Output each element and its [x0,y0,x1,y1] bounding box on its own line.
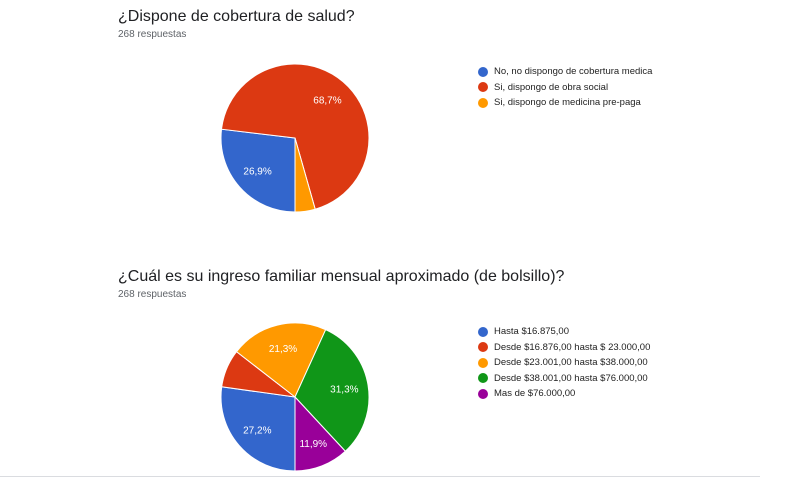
legend-label: Desde $23.001,00 hasta $38.000,00 [494,357,648,369]
pie-slice [220,386,296,472]
legend-swatch-icon [478,97,488,108]
legend-item: No, no dispongo de cobertura medica [478,64,652,80]
legend-item: Mas de $76.000,00 [478,386,650,402]
response-count: 268 respuestas [118,289,187,300]
legend-item: Desde $38.001,00 hasta $76.000,00 [478,371,650,387]
legend-item: Si, dispongo de obra social [478,80,652,96]
legend-swatch-icon [478,342,488,353]
legend-label: Mas de $76.000,00 [494,388,576,400]
chart-title: ¿Cuál es su ingreso familiar mensual apr… [118,268,565,285]
pie-chart-coverage: 26,9% 68,7% [220,63,370,213]
legend-coverage: No, no dispongo de cobertura medica Si, d… [478,64,652,111]
legend-income: Hasta $16.875,00 Desde $16.876,00 hasta $… [478,324,650,402]
pie-slice [220,63,370,210]
divider [0,476,760,477]
pie-slice [294,137,316,213]
legend-swatch-icon [478,326,488,337]
legend-swatch-icon [478,66,488,77]
legend-label: No, no dispongo de cobertura medica [494,66,653,78]
slice-data-label: 11,9% [299,439,327,450]
legend-swatch-icon [478,357,488,368]
slice-data-label: 68,7% [313,95,341,106]
legend-item: Desde $16.876,00 hasta $ 23.000,00 [478,340,650,356]
legend-swatch-icon [478,388,488,399]
legend-swatch-icon [478,82,488,93]
legend-item: Desde $23.001,00 hasta $38.000,00 [478,355,650,371]
pie-slice [220,128,296,213]
legend-label: Desde $38.001,00 hasta $76.000,00 [494,372,648,384]
legend-swatch-icon [478,373,488,384]
legend-item: Hasta $16.875,00 [478,324,650,340]
chart-title: ¿Dispone de cobertura de salud? [118,8,355,25]
chart-coverage: ¿Dispone de cobertura de salud? 268 resp… [118,8,652,213]
pie-slice [294,395,347,472]
legend-label: Si, dispongo de obra social [494,81,609,93]
chart-income: ¿Cuál es su ingreso familiar mensual apr… [0,260,794,478]
slice-data-label: 26,9% [243,167,271,178]
response-count: 268 respuestas [118,29,187,40]
pie-slice [294,328,370,452]
legend-label: Si, dispongo de medicina pre-paga [494,97,641,109]
slice-data-label: 31,3% [330,385,358,396]
slice-data-label: 27,2% [243,425,271,436]
legend-label: Desde $16.876,00 hasta $ 23.000,00 [494,341,651,353]
legend-label: Hasta $16.875,00 [494,326,570,338]
legend-item: Si, dispongo de medicina pre-paga [478,95,652,111]
slice-data-label: 21,3% [269,344,297,355]
pie-chart-income: 27,2% 21,3% 31,3% 11,9% [220,322,370,472]
